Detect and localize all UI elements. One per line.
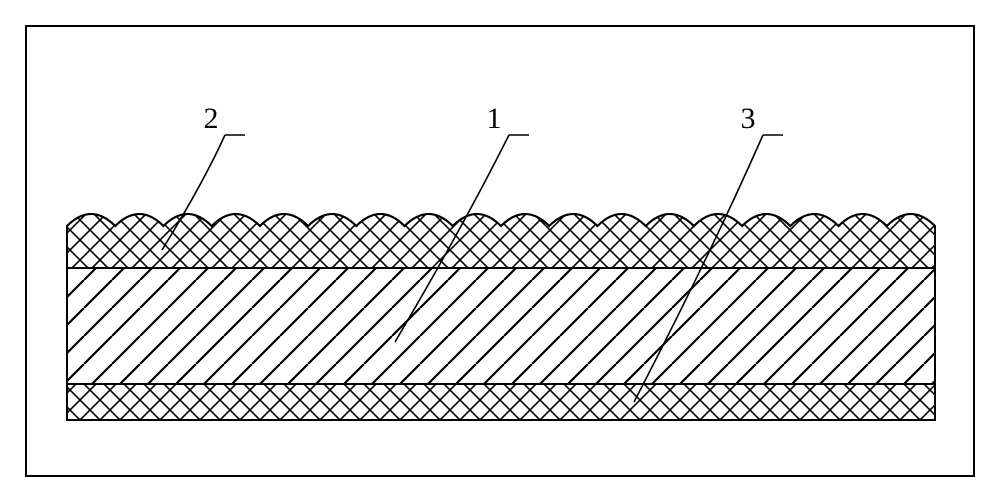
callout-label-2: 2 [204,102,219,135]
diagram-svg: 2 1 3 [0,0,1000,504]
callout-label-1: 1 [487,102,502,135]
top-crosshatch-layer [67,214,935,268]
diagram-root: 2 1 3 [0,0,1000,504]
bottom-crosshatch-layer [67,384,935,420]
callout-label-3: 3 [741,102,756,135]
core-layer [67,268,935,384]
